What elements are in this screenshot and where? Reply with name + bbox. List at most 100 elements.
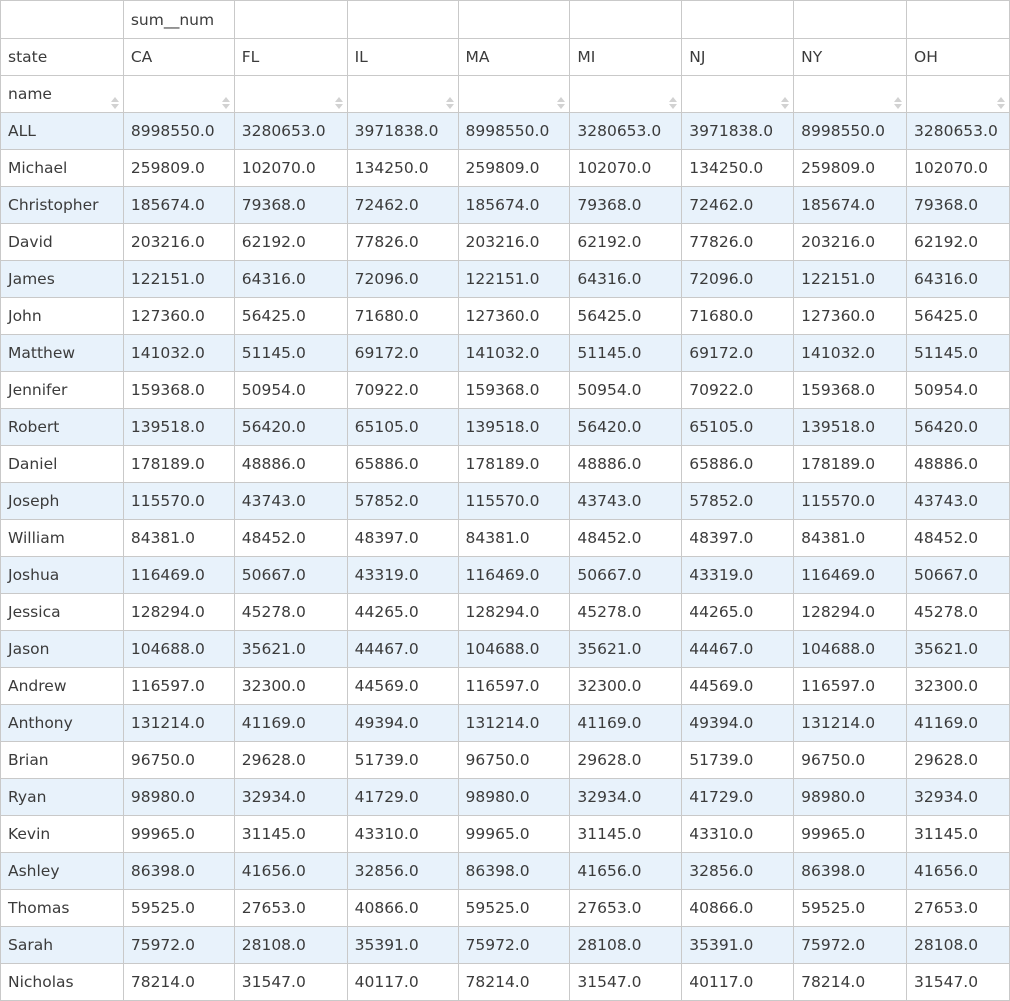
value-cell: 51145.0 [906,334,1010,372]
value-cell: 43319.0 [346,556,459,594]
value-cell: 3280653.0 [569,112,683,150]
sort-icon[interactable] [781,97,790,109]
row-name-cell: Jason [0,630,124,668]
table-row: Ashley 86398.0 41656.0 32856.0 86398.0 41656.… [0,852,1010,890]
sort-header-oh[interactable] [906,75,1010,113]
value-cell: 99965.0 [457,815,571,853]
value-cell: 102070.0 [906,149,1010,187]
state-header-il: IL [346,38,459,76]
row-name-cell: Jennifer [0,371,124,409]
value-cell: 40117.0 [681,963,795,1001]
state-header-row: state CA FL IL MA MI NJ NY OH [0,38,1010,76]
value-cell: 71680.0 [681,297,795,335]
value-cell: 78214.0 [122,963,235,1001]
sort-icon[interactable] [894,97,902,109]
value-cell: 116469.0 [793,556,907,594]
value-cell: 128294.0 [793,593,907,631]
value-cell: 259809.0 [793,149,907,187]
table-row: William 84381.0 48452.0 48397.0 84381.0 48452… [0,519,1010,557]
value-cell: 79368.0 [569,186,683,224]
sort-header-ca[interactable] [122,75,235,113]
value-cell: 116469.0 [457,556,571,594]
value-cell: 51145.0 [569,334,683,372]
table-row: Thomas 59525.0 27653.0 40866.0 59525.0 27653.… [0,889,1010,927]
table-row: Brian 96750.0 29628.0 51739.0 96750.0 29628.0… [0,741,1010,779]
sort-icon[interactable] [669,97,678,109]
value-cell: 116597.0 [457,667,571,705]
row-name-cell: Ryan [0,778,124,816]
value-cell: 259809.0 [122,149,235,187]
value-cell: 35391.0 [681,926,795,964]
value-cell: 35621.0 [906,630,1010,668]
value-cell: 62192.0 [906,223,1010,261]
value-cell: 203216.0 [457,223,571,261]
value-cell: 43743.0 [233,482,348,520]
value-cell: 134250.0 [346,149,459,187]
value-cell: 45278.0 [569,593,683,631]
sort-header-ny[interactable] [793,75,907,113]
value-cell: 72462.0 [346,186,459,224]
value-cell: 96750.0 [457,741,571,779]
table-row: Kevin 99965.0 31145.0 43310.0 99965.0 31145.0… [0,815,1010,853]
sort-header-il[interactable] [346,75,459,113]
sort-header-mi[interactable] [569,75,683,113]
sort-icon[interactable] [334,97,343,109]
state-header-ma: MA [457,38,571,76]
row-name-cell: Thomas [0,889,124,927]
value-cell: 139518.0 [122,408,235,446]
value-cell: 44265.0 [346,593,459,631]
value-cell: 122151.0 [122,260,235,298]
sort-header-fl[interactable] [233,75,348,113]
state-header-ca: CA [122,38,235,76]
corner-cell [0,0,124,39]
table-row: James 122151.0 64316.0 72096.0 122151.0 64316… [0,260,1010,298]
value-cell: 48397.0 [346,519,459,557]
value-cell: 178189.0 [122,445,235,483]
value-cell: 32856.0 [681,852,795,890]
table-row: Matthew 141032.0 51145.0 69172.0 141032.0 511… [0,334,1010,372]
value-cell: 41729.0 [346,778,459,816]
row-name-cell: Nicholas [0,963,124,1001]
value-cell: 43743.0 [569,482,683,520]
value-cell: 104688.0 [122,630,235,668]
sort-icon[interactable] [221,97,230,109]
value-cell: 48886.0 [233,445,348,483]
value-cell: 41656.0 [569,852,683,890]
sort-icon[interactable] [445,97,454,109]
sort-icon[interactable] [997,97,1005,109]
value-cell: 48452.0 [569,519,683,557]
state-header-mi: MI [569,38,683,76]
value-cell: 203216.0 [122,223,235,261]
value-cell: 32300.0 [569,667,683,705]
row-name-cell: Joseph [0,482,124,520]
value-cell: 65105.0 [681,408,795,446]
name-sort-header[interactable]: name [0,75,124,113]
value-cell: 86398.0 [122,852,235,890]
value-cell: 104688.0 [457,630,571,668]
table-row: Joseph 115570.0 43743.0 57852.0 115570.0 4374… [0,482,1010,520]
sort-icon[interactable] [557,97,566,109]
value-cell: 128294.0 [122,593,235,631]
sort-icon[interactable] [110,97,119,109]
value-cell: 40117.0 [346,963,459,1001]
value-cell: 115570.0 [457,482,571,520]
value-cell: 59525.0 [793,889,907,927]
sort-header-nj[interactable] [681,75,795,113]
value-cell: 32856.0 [346,852,459,890]
value-cell: 8998550.0 [793,112,907,150]
sort-header-ma[interactable] [457,75,571,113]
table-row: Nicholas 78214.0 31547.0 40117.0 78214.0 3154… [0,963,1010,1001]
value-cell: 48886.0 [906,445,1010,483]
value-cell: 65886.0 [681,445,795,483]
value-cell: 44467.0 [681,630,795,668]
metric-spacer [457,0,571,39]
value-cell: 56425.0 [569,297,683,335]
value-cell: 259809.0 [457,149,571,187]
row-name-cell: ALL [0,112,124,150]
value-cell: 48452.0 [233,519,348,557]
metric-spacer [906,0,1010,39]
value-cell: 32300.0 [233,667,348,705]
value-cell: 49394.0 [681,704,795,742]
value-cell: 79368.0 [906,186,1010,224]
value-cell: 32300.0 [906,667,1010,705]
